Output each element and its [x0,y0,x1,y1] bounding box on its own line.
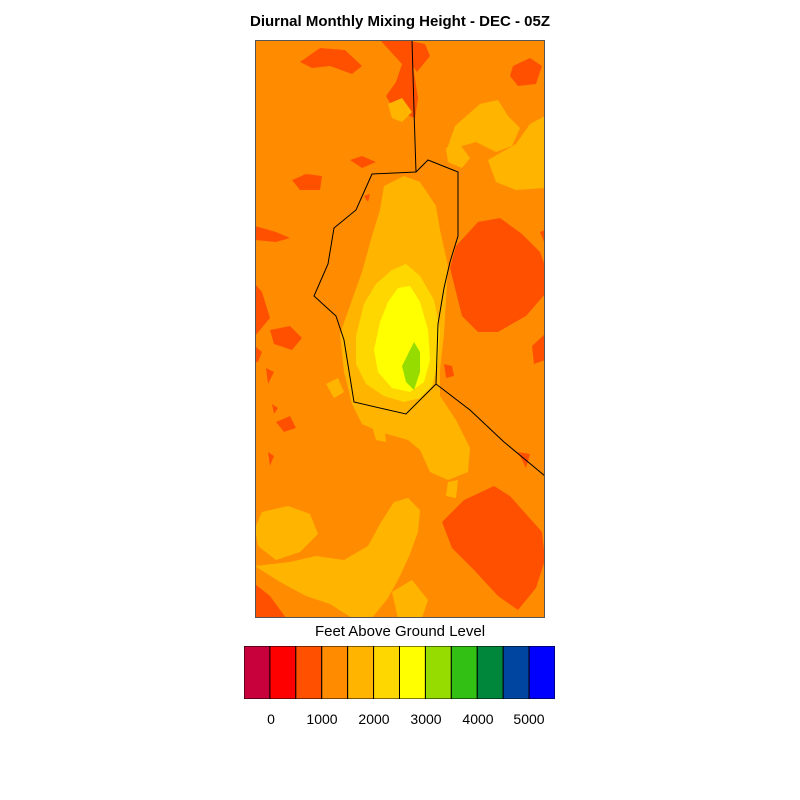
low-region-top-right [510,58,542,86]
colorbar-swatch [399,646,426,699]
mid-region-bottom-left [255,506,318,560]
colorbar-swatch [476,646,504,699]
colorbar-tick-label: 2000 [358,711,390,727]
colorbar-swatch [244,646,271,699]
peak-mixing-height-regions [402,342,420,390]
mid-region-right-edge [488,116,545,190]
low-region-center-right [444,364,454,378]
low-region-left-1 [255,226,290,242]
colorbar [244,646,555,699]
mid-region-top-right [446,100,520,152]
contour-map-svg [255,40,545,618]
low-region-left-7 [276,416,296,432]
colorbar-swatch [269,646,297,699]
mid-region-below [372,424,386,442]
mid-region-bottom-center [255,498,420,618]
colorbar-tick-label: 3000 [410,711,442,727]
colorbar-tick-label: 4000 [462,711,494,727]
chart-title: Diurnal Monthly Mixing Height - DEC - 05… [250,13,550,30]
low-region-right-edge-1 [540,230,545,244]
legend-title: Feet Above Ground Level [314,623,486,640]
low-region-top-left [300,48,362,74]
colorbar-swatch [528,646,555,699]
colorbar-swatch [502,646,530,699]
low-region-top-center-b [405,40,430,72]
colorbar-tick-label: 5000 [513,711,545,727]
colorbar-swatch [347,646,375,699]
colorbar-tick-label: 0 [267,711,275,727]
low-region-left-2 [255,284,270,336]
colorbar-tick-label: 1000 [306,711,338,727]
colorbar-cells [244,646,555,699]
low-region-left-8 [268,452,274,466]
low-region-small-2 [292,174,322,190]
mid-region-top-small [388,98,412,122]
mid-region-left-small [326,378,344,398]
contour-map [255,40,545,618]
low-region-left-6 [272,404,278,414]
low-region-left-5 [266,368,274,384]
boundary-north [411,40,417,173]
low-region-right-edge-2 [532,334,545,364]
low-region-left-3 [270,326,302,350]
colorbar-swatch [295,646,323,699]
boundary-southeast [435,383,545,477]
low-region-dot [364,194,370,202]
state-boundaries [313,40,545,477]
peak-region [402,342,420,390]
low-region-bottom-right [442,486,545,610]
low-region-left-4 [255,346,262,362]
low-region-small-1 [350,156,376,168]
colorbar-swatch [373,646,401,699]
colorbar-swatch [321,646,349,699]
mid-region-plume-tail [446,480,458,498]
low-region-right-large [450,218,545,332]
colorbar-swatch [450,646,478,699]
mid-region-bottom-center-b [392,580,428,618]
mid-region-right-small [446,142,470,168]
low-region-bottom-left [255,584,286,618]
low-mixing-height-regions [255,40,545,618]
colorbar-swatch [424,646,452,699]
boundary-county [313,159,459,415]
